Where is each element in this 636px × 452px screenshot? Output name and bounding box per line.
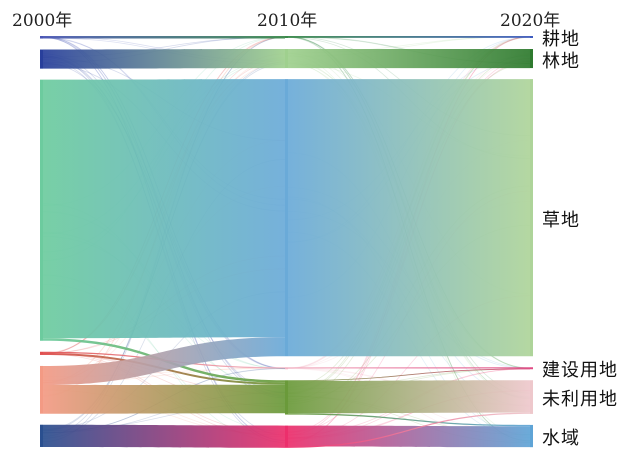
category-label-water: 水域 <box>542 424 580 450</box>
flow-forest-to-forest-stage1 <box>288 49 530 68</box>
node-construction-stage0 <box>40 352 43 355</box>
category-label-construction: 建设用地 <box>542 356 618 382</box>
flow-unused-to-unused-stage0 <box>43 385 285 414</box>
flow-construction-to-construction-stage1 <box>288 367 530 368</box>
flow-unused-to-water-stage1 <box>288 413 530 426</box>
node-forest-stage0 <box>40 50 43 69</box>
stage-label-2010: 2010年 <box>257 6 317 31</box>
node-water-stage1 <box>285 426 288 448</box>
flow-unused-to-unused-stage1 <box>288 380 530 413</box>
node-arable-stage1 <box>285 36 288 38</box>
node-arable-stage2 <box>530 36 533 38</box>
flow-arable-to-arable-stage1 <box>288 36 530 38</box>
node-arable-stage0 <box>40 36 43 39</box>
node-construction-stage1 <box>285 367 288 369</box>
flow-forest-to-forest-stage0 <box>43 49 285 69</box>
flow-water-to-water-stage0 <box>43 425 285 448</box>
node-grass-stage1 <box>285 79 288 356</box>
node-water-stage0 <box>40 425 43 447</box>
node-forest-stage1 <box>285 49 288 68</box>
category-label-unused: 未利用地 <box>542 385 618 411</box>
category-label-forest: 林地 <box>542 47 580 73</box>
flow-water-to-water-stage1 <box>288 426 530 448</box>
node-forest-stage2 <box>530 49 533 68</box>
flow-unused-to-grass-stage0 <box>43 337 285 385</box>
node-grass-stage2 <box>530 79 533 356</box>
stage-label-2000: 2000年 <box>12 6 72 31</box>
node-unused-stage0 <box>40 366 43 414</box>
node-grass-stage0 <box>40 80 43 341</box>
flow-grass-to-grass-stage0 <box>43 79 285 338</box>
node-unused-stage1 <box>285 380 288 414</box>
node-water-stage2 <box>530 425 533 447</box>
category-label-grass: 草地 <box>542 206 580 232</box>
flow-arable-to-arable-stage0 <box>43 36 285 39</box>
node-construction-stage2 <box>530 367 533 369</box>
node-unused-stage2 <box>530 380 533 414</box>
flow-grass-to-grass-stage1 <box>288 79 530 356</box>
